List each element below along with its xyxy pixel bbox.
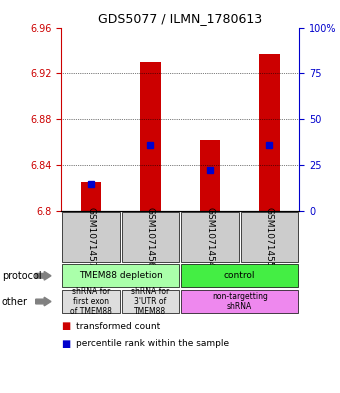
Bar <box>182 264 298 287</box>
Text: non-targetting
shRNA: non-targetting shRNA <box>212 292 268 311</box>
Text: GSM1071455: GSM1071455 <box>265 207 274 268</box>
Bar <box>122 213 179 262</box>
Bar <box>81 182 101 211</box>
Title: GDS5077 / ILMN_1780613: GDS5077 / ILMN_1780613 <box>98 12 262 25</box>
Bar <box>259 54 280 211</box>
Text: shRNA for
first exon
of TMEM88: shRNA for first exon of TMEM88 <box>70 286 112 316</box>
Bar <box>140 62 161 211</box>
Text: control: control <box>224 271 255 280</box>
Text: shRNA for
3'UTR of
TMEM88: shRNA for 3'UTR of TMEM88 <box>131 286 170 316</box>
Bar <box>122 290 179 313</box>
Bar <box>182 213 239 262</box>
Text: ■: ■ <box>61 321 70 331</box>
Text: GSM1071456: GSM1071456 <box>146 207 155 268</box>
Text: other: other <box>2 297 28 307</box>
Text: ■: ■ <box>61 339 70 349</box>
Text: protocol: protocol <box>2 271 41 281</box>
Text: GSM1071457: GSM1071457 <box>86 207 96 268</box>
Text: TMEM88 depletion: TMEM88 depletion <box>79 271 163 280</box>
Bar <box>62 213 120 262</box>
Bar <box>200 140 220 211</box>
Bar <box>62 290 120 313</box>
Bar <box>182 290 298 313</box>
Text: transformed count: transformed count <box>76 322 161 331</box>
Bar <box>62 264 179 287</box>
Text: percentile rank within the sample: percentile rank within the sample <box>76 340 230 348</box>
Bar <box>241 213 298 262</box>
Text: GSM1071454: GSM1071454 <box>205 207 215 267</box>
